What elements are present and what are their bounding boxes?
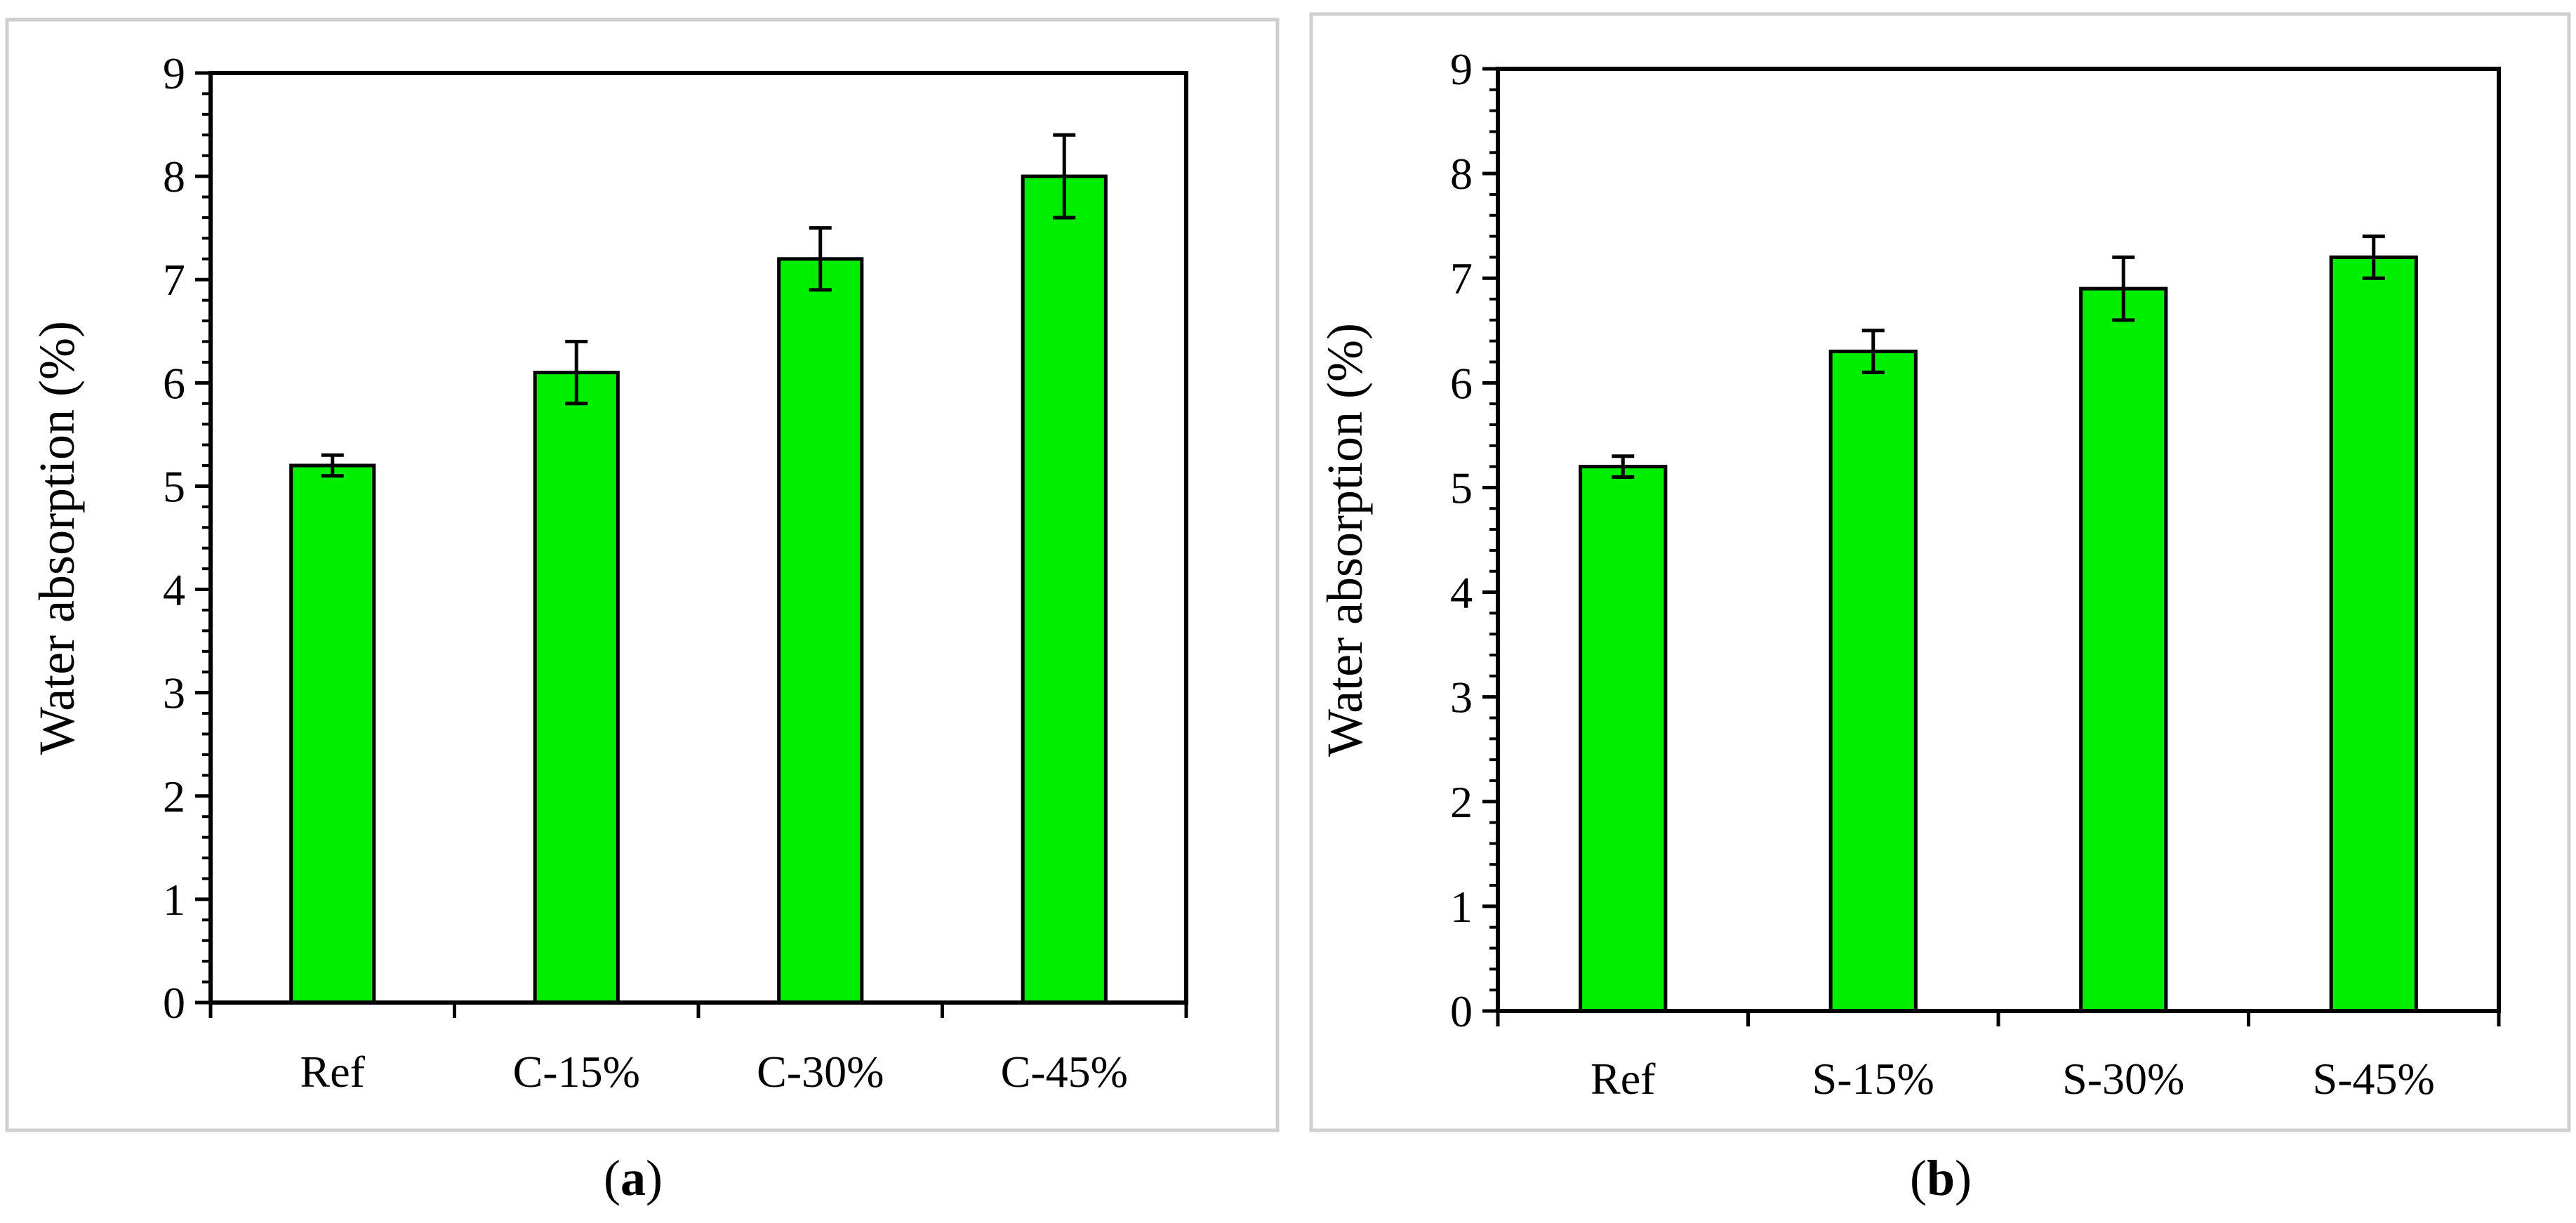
bar (533, 371, 620, 1005)
y-tick-label: 1 (163, 875, 185, 925)
y-tick-label: 3 (1450, 673, 1473, 722)
y-tick-label: 1 (1450, 882, 1473, 932)
panel-b-frame (1309, 12, 2571, 1132)
y-tick-label: 5 (1450, 463, 1473, 513)
x-tick-label: C-30% (757, 1047, 884, 1097)
panel-b: 0 1 2 3 4 5 6 7 8 9 Ref S-15% S-30% S-45% Water absorp… (1309, 12, 2571, 1206)
y-tick-label: 8 (1450, 149, 1473, 199)
y-tick-label: 9 (1450, 44, 1473, 94)
y-tick-label: 2 (1450, 777, 1473, 827)
panel-a-caption: (a) (604, 1150, 663, 1206)
x-tick-label: C-45% (1001, 1047, 1128, 1097)
bar (1021, 174, 1108, 1005)
y-tick-label: 2 (163, 772, 185, 821)
panel-a-caption-letter: a (620, 1150, 646, 1206)
y-tick-label: 6 (1450, 358, 1473, 408)
y-tick-label: 3 (163, 668, 185, 718)
x-tick-label: C-15% (513, 1047, 640, 1097)
bar (1828, 350, 1918, 1013)
y-tick-label: 5 (163, 461, 185, 511)
plot-border (208, 71, 1188, 1005)
x-tick-label: S-30% (2062, 1054, 2184, 1104)
bar (289, 463, 376, 1005)
y-axis-title: Water absorption (%) (1317, 323, 1373, 757)
y-tick-label: 7 (1450, 253, 1473, 303)
x-tick-label: S-15% (1812, 1054, 1934, 1104)
bar (1579, 465, 1668, 1013)
x-tick-label: Ref (1591, 1054, 1656, 1104)
panel-a: 0 1 2 3 4 5 6 7 8 9 Ref C-15% C-30% C-45% Water absorp… (5, 18, 1280, 1206)
bar (777, 257, 864, 1005)
y-tick-label: 7 (163, 255, 185, 305)
panel-b-plot: 0 1 2 3 4 5 6 7 8 9 Ref S-15% S-30% S-45% Water absorp… (1317, 44, 2501, 1104)
y-tick-label: 4 (1450, 568, 1473, 618)
x-tick-label: S-45% (2313, 1054, 2435, 1104)
panel-a-frame (5, 18, 1280, 1132)
bar (2079, 286, 2168, 1013)
panel-b-caption: (b) (1910, 1150, 1972, 1206)
bar (2329, 255, 2418, 1013)
y-tick-label: 6 (163, 358, 185, 408)
y-tick-label: 0 (163, 978, 185, 1028)
panel-b-caption-letter: b (1927, 1150, 1955, 1206)
y-tick-label: 0 (1450, 986, 1473, 1036)
y-tick-label: 9 (163, 48, 185, 98)
y-axis-title: Water absorption (%) (29, 321, 85, 755)
x-tick-label: Ref (300, 1047, 366, 1097)
panel-a-plot: 0 1 2 3 4 5 6 7 8 9 Ref C-15% C-30% C-45% Water absorp… (29, 48, 1188, 1097)
plot-border (1496, 67, 2501, 1013)
y-tick-label: 8 (163, 152, 185, 201)
y-tick-label: 4 (163, 565, 185, 615)
